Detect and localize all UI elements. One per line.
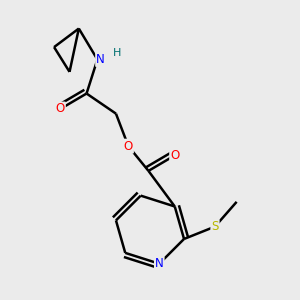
Text: S: S — [211, 220, 219, 233]
Text: O: O — [56, 103, 65, 116]
Text: N: N — [155, 257, 164, 270]
Text: O: O — [170, 149, 179, 162]
Text: N: N — [96, 53, 105, 66]
Text: H: H — [113, 48, 122, 58]
Text: O: O — [124, 140, 133, 153]
